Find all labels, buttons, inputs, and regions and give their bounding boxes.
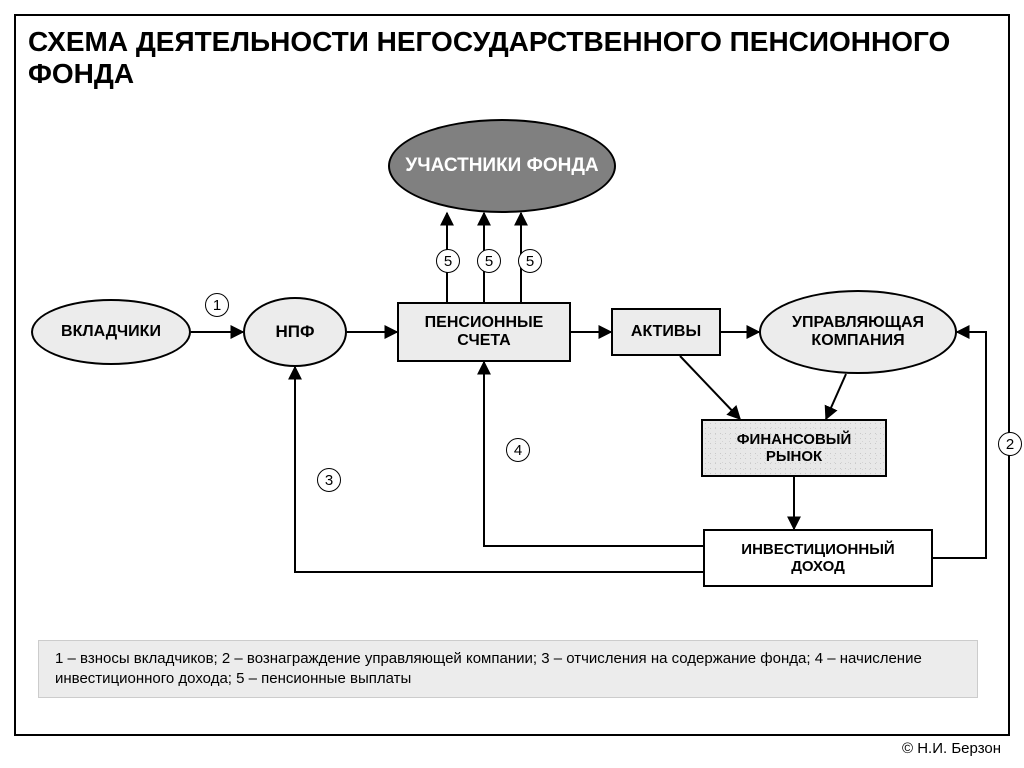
node-management-company: УПРАВЛЯЮЩАЯ КОМПАНИЯ [759, 290, 957, 374]
edge-label-5b: 5 [477, 249, 501, 273]
legend-text: 1 – взносы вкладчиков; 2 – вознаграждени… [55, 649, 961, 690]
node-label: ПЕНСИОННЫЕ СЧЕТА [407, 314, 561, 350]
node-participants: УЧАСТНИКИ ФОНДА [388, 119, 616, 213]
node-pension-accounts: ПЕНСИОННЫЕ СЧЕТА [397, 302, 571, 362]
node-depositors: ВКЛАДЧИКИ [31, 299, 191, 365]
node-label: ИНВЕСТИЦИОННЫЙ ДОХОД [713, 541, 923, 575]
node-investment-income: ИНВЕСТИЦИОННЫЙ ДОХОД [703, 529, 933, 587]
edge-label-1: 1 [205, 293, 229, 317]
edge-label-5a: 5 [436, 249, 460, 273]
node-npf: НПФ [243, 297, 347, 367]
node-label: ФИНАНСОВЫЙ РЫНОК [711, 431, 877, 465]
node-assets: АКТИВЫ [611, 308, 721, 356]
diagram-title: СХЕМА ДЕЯТЕЛЬНОСТИ НЕГОСУДАРСТВЕННОГО ПЕ… [28, 26, 988, 90]
legend-box: 1 – взносы вкладчиков; 2 – вознаграждени… [38, 640, 978, 698]
node-label: НПФ [275, 322, 314, 342]
edge-label-3: 3 [317, 468, 341, 492]
copyright: © Н.И. Берзон [902, 740, 1001, 757]
edge-label-4: 4 [506, 438, 530, 462]
edge-label-2: 2 [998, 432, 1022, 456]
node-label: УЧАСТНИКИ ФОНДА [405, 155, 598, 177]
node-label: ВКЛАДЧИКИ [61, 323, 161, 341]
node-financial-market: ФИНАНСОВЫЙ РЫНОК [701, 419, 887, 477]
edge-label-5c: 5 [518, 249, 542, 273]
node-label: АКТИВЫ [631, 323, 701, 341]
node-label: УПРАВЛЯЮЩАЯ КОМПАНИЯ [769, 314, 947, 350]
